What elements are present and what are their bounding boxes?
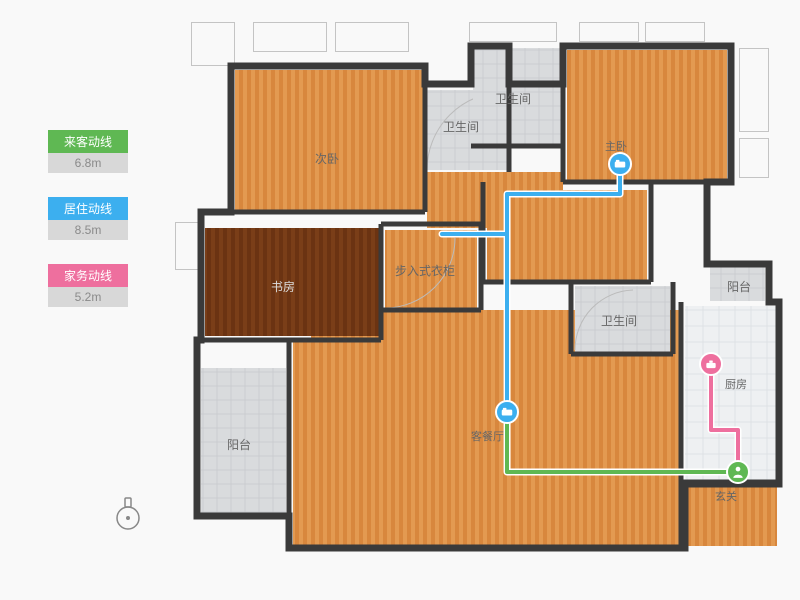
legend-value: 6.8m <box>48 153 128 173</box>
node-entry-icon <box>726 460 750 484</box>
node-living-label: 客餐厅 <box>471 428 504 444</box>
node-entry-label: 玄关 <box>715 488 737 504</box>
node-living-icon <box>495 400 519 424</box>
compass-icon <box>110 496 146 532</box>
node-kitchen-icon <box>699 352 723 376</box>
legend-label: 来客动线 <box>48 130 128 153</box>
legend-value: 8.5m <box>48 220 128 240</box>
legend-label: 家务动线 <box>48 264 128 287</box>
legend: 来客动线 6.8m 居住动线 8.5m 家务动线 5.2m <box>48 130 128 331</box>
node-master-label: 主卧 <box>605 138 627 154</box>
legend-item-chores: 家务动线 5.2m <box>48 264 128 307</box>
node-kitchen-label: 厨房 <box>725 376 747 392</box>
floor-plan: 次卧 卫生间 卫生间 书房 步入式衣柜 卫生间 阳台 阳台 玄关 客餐厅 主卧 … <box>175 22 785 577</box>
legend-label: 居住动线 <box>48 197 128 220</box>
rooms-layer <box>175 22 785 577</box>
legend-value: 5.2m <box>48 287 128 307</box>
legend-item-resident: 居住动线 8.5m <box>48 197 128 240</box>
node-master-icon <box>608 152 632 176</box>
legend-item-visitor: 来客动线 6.8m <box>48 130 128 173</box>
